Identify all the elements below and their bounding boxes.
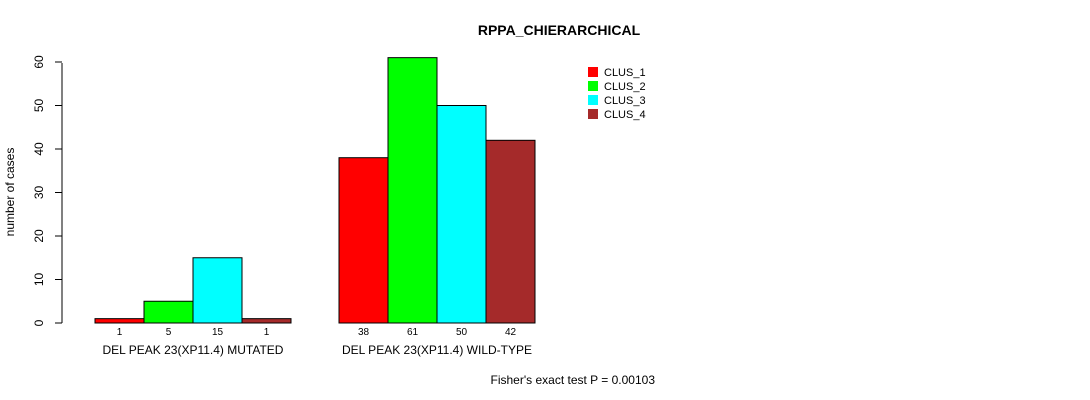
y-tick-label: 0 bbox=[32, 319, 46, 326]
y-tick-label: 30 bbox=[32, 186, 46, 200]
bar-clus-2-group-2 bbox=[387, 57, 438, 324]
legend-label: CLUS_4 bbox=[604, 109, 646, 121]
y-tick-label: 10 bbox=[32, 273, 46, 287]
y-tick-label: 50 bbox=[32, 99, 46, 113]
legend-swatch bbox=[588, 67, 598, 77]
bar-clus-3-group-2 bbox=[436, 105, 487, 324]
bar-clus-1-group-2 bbox=[338, 157, 389, 324]
bar-value-label: 1 bbox=[264, 327, 270, 338]
bar-clus-4-group-1 bbox=[241, 318, 292, 324]
group-labels-group: DEL PEAK 23(XP11.4) MUTATED DEL PEAK 23(X… bbox=[103, 343, 533, 357]
y-tick-label: 20 bbox=[32, 229, 46, 243]
y-tick-label: 40 bbox=[32, 142, 46, 156]
bar-clus-4-group-2 bbox=[485, 139, 536, 324]
group-label: DEL PEAK 23(XP11.4) WILD-TYPE bbox=[342, 343, 532, 357]
bar-value-label: 15 bbox=[212, 327, 224, 338]
legend: CLUS_1 CLUS_2 CLUS_3 CLUS_4 bbox=[588, 67, 646, 121]
legend-swatch bbox=[588, 109, 598, 119]
y-axis-label: number of cases bbox=[3, 148, 17, 237]
bar-value-label: 38 bbox=[358, 327, 370, 338]
bar-value-label: 1 bbox=[117, 327, 123, 338]
legend-label: CLUS_1 bbox=[604, 67, 646, 79]
bar-value-label: 5 bbox=[166, 327, 172, 338]
chart-title: RPPA_CHIERARCHICAL bbox=[478, 22, 641, 38]
bars-group bbox=[94, 57, 536, 324]
bar-clus-2-group-1 bbox=[143, 300, 194, 324]
bar-clus-1-group-1 bbox=[94, 318, 145, 324]
legend-label: CLUS_2 bbox=[604, 81, 646, 93]
legend-swatch bbox=[588, 81, 598, 91]
bar-value-label: 50 bbox=[456, 327, 468, 338]
legend-label: CLUS_3 bbox=[604, 95, 646, 107]
y-axis-ticks: 0 10 20 30 40 50 60 bbox=[32, 55, 62, 326]
fisher-test-footnote: Fisher's exact test P = 0.00103 bbox=[491, 373, 656, 387]
group-label: DEL PEAK 23(XP11.4) MUTATED bbox=[103, 343, 284, 357]
y-tick-label: 60 bbox=[32, 55, 46, 69]
legend-swatch bbox=[588, 95, 598, 105]
bar-value-label: 42 bbox=[505, 327, 517, 338]
bar-value-label: 61 bbox=[407, 327, 419, 338]
bar-clus-3-group-1 bbox=[192, 257, 243, 324]
value-labels-group: 1 5 15 1 38 61 50 42 bbox=[117, 327, 517, 338]
